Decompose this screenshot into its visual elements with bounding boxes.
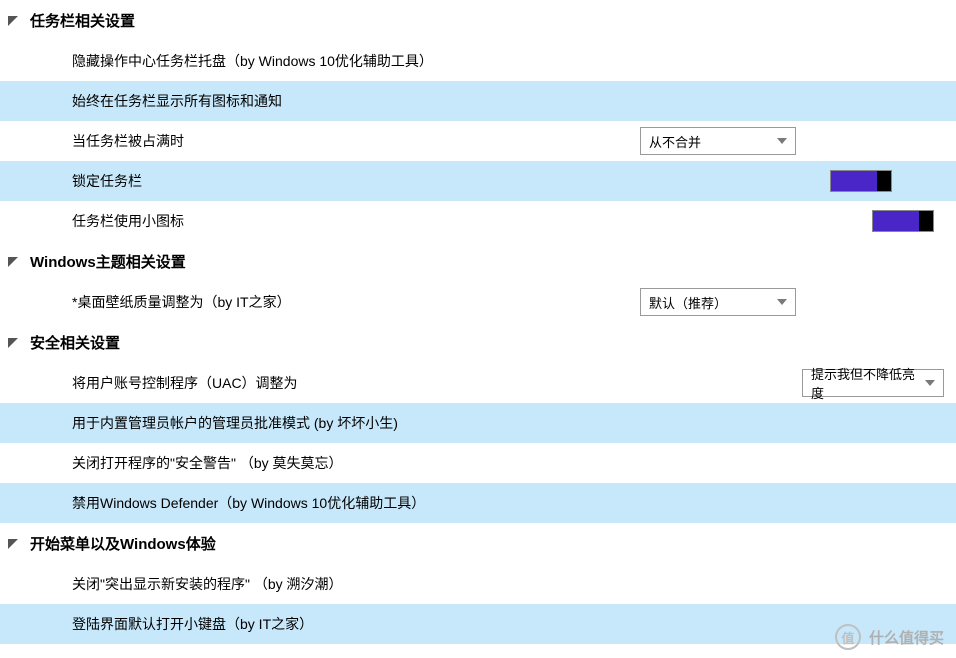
section-header[interactable]: 开始菜单以及Windows体验 [0, 523, 956, 564]
section-header[interactable]: Windows主题相关设置 [0, 241, 956, 282]
setting-label: 关闭打开程序的"安全警告" （by 莫失莫忘） [72, 453, 343, 473]
setting-label: 始终在任务栏显示所有图标和通知 [72, 91, 282, 111]
dropdown[interactable]: 默认（推荐） [640, 288, 796, 316]
section-header[interactable]: 任务栏相关设置 [0, 0, 956, 41]
setting-label: 锁定任务栏 [72, 171, 142, 191]
setting-row: 锁定任务栏 [0, 161, 956, 201]
setting-label: *桌面壁纸质量调整为（by IT之家） [72, 292, 291, 312]
chevron-down-icon [777, 138, 787, 144]
setting-row: 禁用Windows Defender（by Windows 10优化辅助工具） [0, 483, 956, 523]
setting-row: 隐藏操作中心任务栏托盘（by Windows 10优化辅助工具） [0, 41, 956, 81]
dropdown-value: 默认（推荐） [649, 293, 727, 312]
setting-label: 登陆界面默认打开小键盘（by IT之家） [72, 614, 313, 634]
section-title: 任务栏相关设置 [30, 10, 135, 31]
setting-row: 任务栏使用小图标 [0, 201, 956, 241]
setting-row: *桌面壁纸质量调整为（by IT之家） 默认（推荐） [0, 282, 956, 322]
dropdown-value: 提示我但不降低亮度 [811, 364, 915, 402]
setting-label: 用于内置管理员帐户的管理员批准模式 (by 坏坏小生) [72, 413, 398, 433]
section-title: 安全相关设置 [30, 332, 120, 353]
setting-label: 当任务栏被占满时 [72, 131, 184, 151]
setting-label: 将用户账号控制程序（UAC）调整为 [72, 373, 298, 393]
collapse-triangle-icon [8, 338, 18, 348]
setting-label: 禁用Windows Defender（by Windows 10优化辅助工具） [72, 493, 425, 513]
setting-label: 任务栏使用小图标 [72, 211, 184, 231]
section-header[interactable]: 安全相关设置 [0, 322, 956, 363]
setting-label: 关闭"突出显示新安装的程序" （by 溯汐潮） [72, 574, 343, 594]
setting-row: 当任务栏被占满时 从不合并 [0, 121, 956, 161]
section-title: Windows主题相关设置 [30, 251, 186, 272]
collapse-triangle-icon [8, 539, 18, 549]
toggle-switch[interactable] [830, 170, 892, 192]
setting-row: 登陆界面默认打开小键盘（by IT之家） [0, 604, 956, 644]
toggle-knob [919, 211, 933, 231]
dropdown[interactable]: 提示我但不降低亮度 [802, 369, 944, 397]
dropdown[interactable]: 从不合并 [640, 127, 796, 155]
chevron-down-icon [925, 380, 935, 386]
setting-row: 关闭"突出显示新安装的程序" （by 溯汐潮） [0, 564, 956, 604]
toggle-knob [877, 171, 891, 191]
setting-row: 将用户账号控制程序（UAC）调整为 提示我但不降低亮度 [0, 363, 956, 403]
chevron-down-icon [777, 299, 787, 305]
setting-row: 用于内置管理员帐户的管理员批准模式 (by 坏坏小生) [0, 403, 956, 443]
setting-row: 始终在任务栏显示所有图标和通知 [0, 81, 956, 121]
dropdown-value: 从不合并 [649, 132, 701, 151]
collapse-triangle-icon [8, 257, 18, 267]
section-title: 开始菜单以及Windows体验 [30, 533, 216, 554]
collapse-triangle-icon [8, 16, 18, 26]
setting-label: 隐藏操作中心任务栏托盘（by Windows 10优化辅助工具） [72, 51, 433, 71]
toggle-switch[interactable] [872, 210, 934, 232]
setting-row: 关闭打开程序的"安全警告" （by 莫失莫忘） [0, 443, 956, 483]
